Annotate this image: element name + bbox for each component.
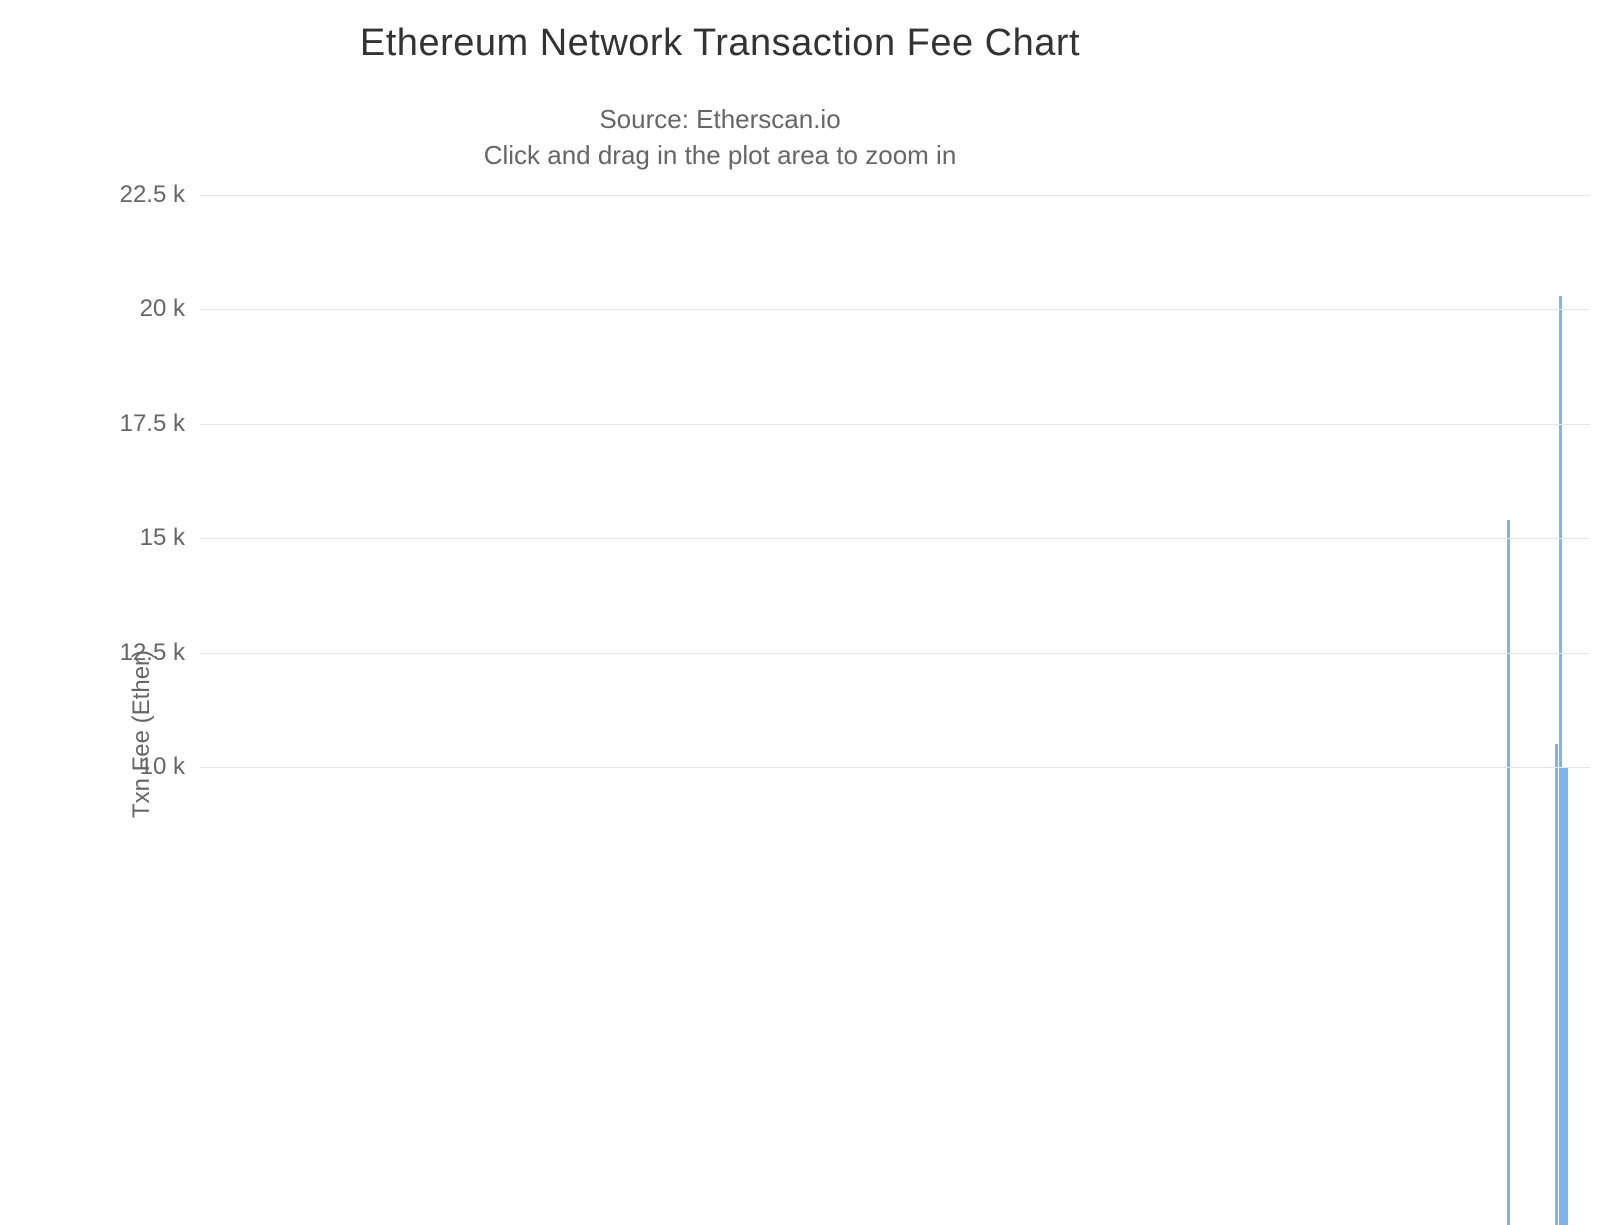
gridline — [200, 767, 1590, 768]
bars-layer — [200, 195, 1590, 1225]
ytick-label: 17.5 k — [0, 410, 185, 438]
plot-area[interactable] — [200, 195, 1590, 1225]
chart-subtitle-source: Source: Etherscan.io — [0, 104, 1440, 135]
ytick-label: 20 k — [0, 295, 185, 323]
chart-subtitle-hint: Click and drag in the plot area to zoom … — [0, 140, 1440, 171]
data-bar[interactable] — [1561, 767, 1568, 1225]
ytick-label: 15 k — [0, 524, 185, 552]
chart-container: Ethereum Network Transaction Fee Chart S… — [0, 0, 1600, 900]
gridline — [200, 653, 1590, 654]
chart-title: Ethereum Network Transaction Fee Chart — [0, 22, 1440, 65]
ytick-label: 10 k — [0, 753, 185, 781]
gridline — [200, 195, 1590, 196]
gridline — [200, 424, 1590, 425]
data-bar[interactable] — [1555, 744, 1558, 1225]
ytick-label: 22.5 k — [0, 181, 185, 209]
ytick-label: 12.5 k — [0, 639, 185, 667]
gridline — [200, 538, 1590, 539]
y-axis-title: Txn Fee (Ether) — [128, 650, 156, 818]
data-bar[interactable] — [1507, 520, 1510, 1225]
gridline — [200, 309, 1590, 310]
